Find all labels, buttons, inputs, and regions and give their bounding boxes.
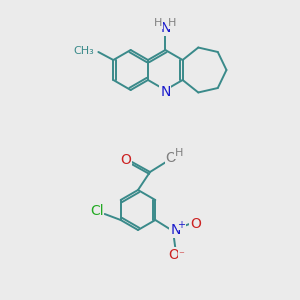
Text: O: O bbox=[166, 151, 176, 165]
Text: N: N bbox=[160, 85, 170, 99]
Text: ⁻: ⁻ bbox=[178, 250, 184, 260]
Text: H: H bbox=[168, 18, 176, 28]
Text: H: H bbox=[175, 148, 183, 158]
Text: CH₃: CH₃ bbox=[74, 46, 94, 56]
Text: O: O bbox=[121, 153, 131, 167]
Text: N: N bbox=[170, 223, 181, 237]
Text: Cl: Cl bbox=[90, 204, 104, 218]
Text: H: H bbox=[154, 18, 163, 28]
Text: +: + bbox=[177, 220, 185, 230]
Text: N: N bbox=[160, 21, 170, 35]
Text: O: O bbox=[168, 248, 179, 262]
Text: O: O bbox=[190, 217, 201, 231]
